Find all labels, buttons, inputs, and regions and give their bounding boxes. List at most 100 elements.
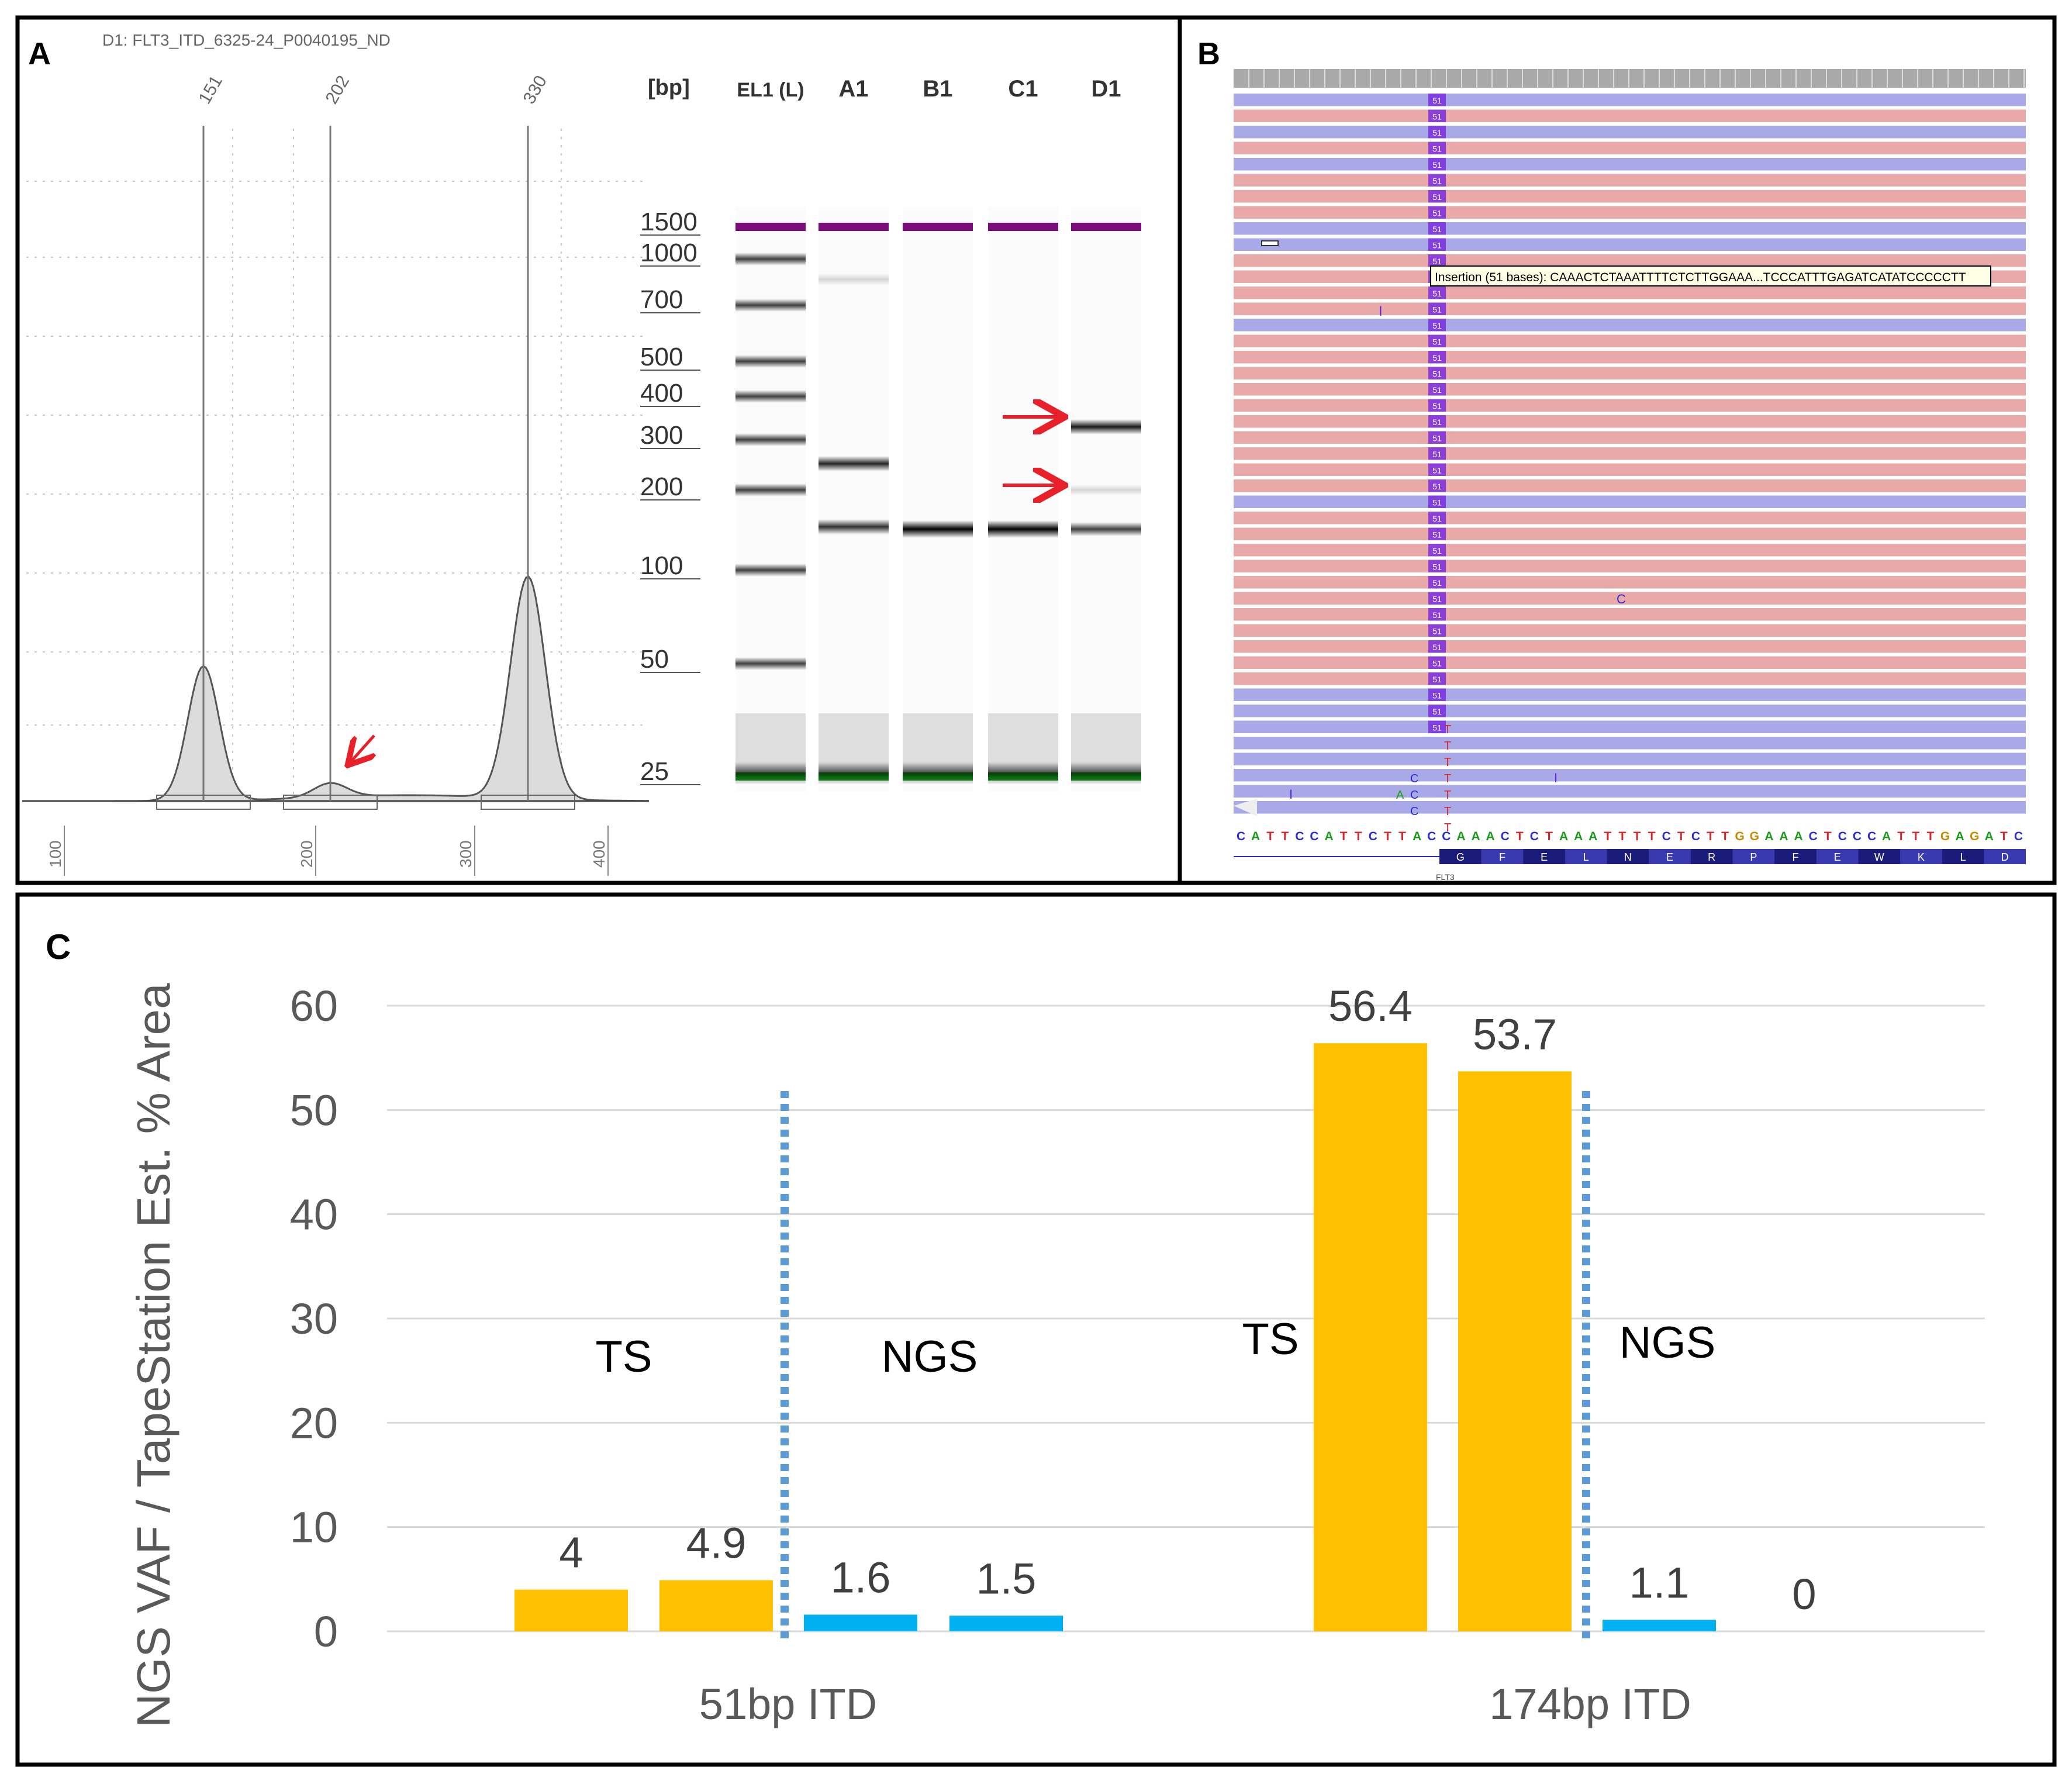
insertion-length-label: 51	[1432, 482, 1442, 491]
insertion-length-label: 51	[1432, 466, 1442, 475]
ladder-band	[735, 433, 806, 446]
ladder-band	[735, 355, 806, 368]
sample-band	[819, 274, 889, 285]
lower-marker-halo	[735, 762, 806, 782]
aligned-read	[1234, 158, 2026, 171]
aligned-read	[1234, 544, 2026, 557]
tooltip-box	[1430, 265, 1991, 287]
insertion-length-label: 51	[1432, 595, 1442, 604]
insertion-length-label: 51	[1432, 128, 1442, 137]
insertion-length-label: 51	[1432, 450, 1442, 459]
bar-ts	[659, 1580, 773, 1631]
sample-band	[819, 456, 889, 471]
insertion-tooltip: Insertion (51 bases): CAAACTCTAAATTTTCTC…	[1430, 265, 1991, 287]
reference-base: C	[1310, 830, 1318, 843]
insertion-marker	[1428, 640, 1446, 653]
insertion-length-label: 51	[1432, 498, 1442, 508]
reference-base: C	[1530, 830, 1539, 843]
insertion-length-label: 51	[1432, 160, 1442, 170]
y-axis-label: NGS VAF / TapeStation Est. % Area	[127, 983, 179, 1728]
insertion-marker	[1428, 399, 1446, 412]
amino-acid-cell	[1565, 849, 1607, 864]
insertion-marker	[1428, 688, 1446, 701]
aligned-read	[1234, 94, 2026, 106]
gene-label: FLT3	[1436, 872, 1455, 882]
aligned-read	[1234, 141, 2026, 154]
insertion-marker	[1428, 705, 1446, 717]
insertion-length-label: 51	[1432, 562, 1442, 572]
method-group-label: TS	[595, 1332, 652, 1382]
ladder-bp-label: 500	[640, 343, 683, 371]
epg-gridlines	[26, 129, 643, 801]
insertion-length-label: 51	[1432, 289, 1442, 298]
epg-x-tick-label: 300	[457, 840, 475, 868]
reference-base: T	[1648, 830, 1656, 843]
gel-lane-label: EL1 (L)	[737, 79, 804, 101]
bar-ts	[1314, 1043, 1427, 1631]
insertion-length-label: 51	[1432, 723, 1442, 733]
reference-base: C	[1853, 830, 1862, 843]
mismatch-base: T	[1444, 772, 1451, 785]
reference-base: T	[1926, 830, 1934, 843]
y-tick-label: 30	[290, 1295, 338, 1343]
gel-lane	[988, 208, 1058, 792]
reference-base: A	[1574, 830, 1583, 843]
ladder-band	[735, 390, 806, 403]
ladder-bp-label: 1000	[640, 239, 697, 267]
mismatch-base: C	[1410, 772, 1418, 785]
reference-base: T	[1545, 830, 1553, 843]
mismatch-base: T	[1444, 822, 1451, 834]
insertion-length-label: 51	[1432, 257, 1442, 266]
amino-acid-cell	[1481, 849, 1524, 864]
bar-value-label: 4.9	[686, 1519, 747, 1568]
read-gap	[1261, 240, 1279, 246]
ladder-bp-label: 200	[640, 472, 683, 501]
epg-x-tick-label: 400	[590, 840, 608, 868]
insertion-length-label: 51	[1432, 192, 1442, 202]
insertion-marker	[1428, 206, 1446, 219]
reference-base: T	[1824, 830, 1832, 843]
panel-a-letter: A	[28, 36, 51, 71]
mismatch-base: T	[1444, 756, 1451, 769]
amino-acid: L	[1583, 851, 1589, 863]
insertion-length-label: 51	[1432, 96, 1442, 105]
aligned-read	[1234, 608, 2026, 621]
reference-base: T	[1355, 830, 1362, 843]
minor-peak-arrow	[350, 734, 374, 763]
reference-base: C	[1501, 830, 1510, 843]
insertion-marker	[1428, 672, 1446, 685]
aligned-read	[1234, 351, 2026, 364]
insertion-length-label: 51	[1432, 370, 1442, 379]
insertion-marker	[1428, 447, 1446, 460]
sample-band	[819, 519, 889, 534]
mismatch-base: T	[1444, 723, 1451, 736]
insertion-length-label: 51	[1432, 112, 1442, 122]
amino-acid: G	[1456, 851, 1465, 863]
bar-value-label: 1.1	[1629, 1558, 1690, 1607]
mismatch-base: T	[1444, 805, 1451, 818]
aligned-read	[1234, 512, 2026, 524]
lower-marker-halo	[819, 762, 889, 782]
panel-a: A D1: FLT3_ITD_6325-24_P0040195_ND 151 20…	[15, 15, 1182, 885]
tooltip-text: Insertion (51 bases): CAAACTCTAAATTTTCTC…	[1435, 271, 1966, 284]
upper-marker-band	[988, 223, 1058, 231]
insertion-marker	[1428, 383, 1446, 396]
reference-base: G	[1750, 830, 1759, 843]
amino-acid-cell	[1732, 849, 1775, 864]
reference-base: C	[1867, 830, 1876, 843]
reference-base: C	[1838, 830, 1847, 843]
reference-base: A	[1471, 830, 1480, 843]
mismatch-base: I	[1379, 303, 1383, 319]
insertion-marker	[1428, 222, 1446, 235]
aligned-read	[1234, 222, 2026, 235]
gel-lane	[735, 208, 806, 792]
panel-b: B 51515151515151515151515151515151515151…	[1177, 15, 2057, 885]
amino-acid-cell	[1900, 849, 1942, 864]
amino-acid: E	[1541, 851, 1548, 863]
gel-lane-label: B1	[923, 76, 952, 102]
aligned-read	[1234, 415, 2026, 428]
insertion-length-label: 51	[1432, 643, 1442, 652]
amino-acid: L	[1960, 851, 1966, 863]
gel-lane-label: C1	[1008, 76, 1038, 102]
